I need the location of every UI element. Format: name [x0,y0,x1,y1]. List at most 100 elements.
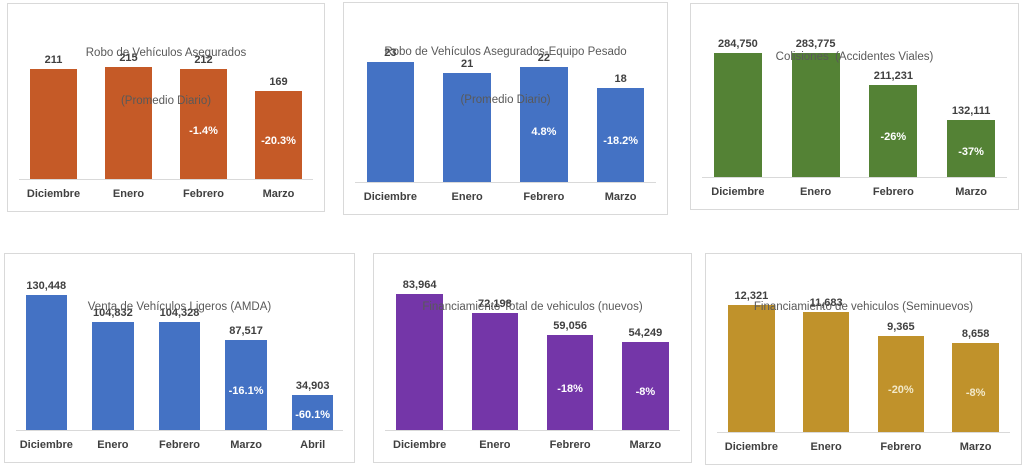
value-label: 130,448 [26,280,67,292]
category-label: Enero [800,186,832,198]
value-label: 72,198 [478,298,512,310]
bar [158,322,201,431]
category-label: Enero [97,439,129,451]
category-label: Marzo [959,441,992,453]
category-label: Diciembre [724,441,778,453]
value-label: 18 [614,73,627,85]
bar [30,69,77,180]
chart-slot: 23 Diciembre [352,47,429,209]
chart-slot: 83,964 Diciembre [382,279,457,457]
bar [396,294,443,431]
value-label: 34,903 [295,380,330,392]
category-label: Marzo [629,439,662,451]
chart-slot: 283,775 Enero [777,38,855,204]
chart-panel-robo-equipo-pesado: Robo de Vehículos Asegurados-Equipo Pesa… [343,2,668,215]
chart-slot: 54,249 -8% Marzo [608,327,683,457]
chart-slot: 130,448 Diciembre [13,280,80,457]
category-label: Diciembre [26,188,81,200]
bar [802,312,850,433]
category-label: Marzo [230,439,262,451]
bar [791,53,840,178]
chart-slot: 169 -20.3% Marzo [241,76,316,206]
bar: -18% [546,335,594,431]
value-label: 23 [384,47,397,59]
pct-label: -8% [965,387,986,400]
chart-title: Financiamiento Total de vehiculos (nuevo… [380,267,685,363]
chart-slot: 215 Enero [91,52,166,206]
chart-title-line1: Financiamiento de vehiculos (Seminuevos) [753,301,974,313]
pct-label: -37% [958,146,984,159]
chart-panel-financiamiento-seminuevos: Financiamiento de vehiculos (Seminuevos)… [705,253,1022,465]
chart-slot: 22 4.8% Febrero [506,52,583,209]
chart-slot: 72,198 Enero [457,298,532,457]
pct-label: -26% [880,131,907,144]
value-label: 54,249 [628,327,663,339]
chart-title: Financiamiento de vehiculos (Seminuevos) [712,267,1015,363]
category-label: Enero [112,188,145,200]
plot-area: 284,750 Diciembre 283,775 Enero 211,231 -26% F… [699,4,1010,204]
category-label: Febrero [872,186,914,198]
chart-slot: 34,903 -60.1% Abril [279,380,346,457]
chart-title-line1: Financiamiento Total de vehiculos (nuevo… [422,301,643,313]
bar [471,313,519,431]
value-label: 169 [269,76,288,88]
plot-area: 211 Diciembre 215 Enero 212 -1.4% Febrero 169 -2… [16,4,316,206]
chart-title-line1: Colisiones (Accidentes Viales) [775,51,934,63]
chart-title-line1: Robo de Vehículos Asegurados [85,47,247,59]
x-axis-line [16,430,343,431]
value-label: 21 [461,58,474,70]
value-label: 104,328 [159,307,200,319]
chart-title: Robo de Vehículos Asegurados (Promedio D… [14,13,318,141]
value-label: 212 [194,54,213,66]
bar: -1.4% [180,69,227,180]
bar: -8% [952,343,999,433]
pct-label: -20.3% [261,134,296,147]
category-label: Febrero [183,188,224,200]
category-label: Febrero [159,439,200,451]
bar [713,53,762,178]
value-label: 8,658 [961,328,990,340]
chart-title-line1: Robo de Vehículos Asegurados-Equipo Pesa… [384,46,627,58]
value-label: 104,832 [93,307,133,319]
bar: -37% [947,120,996,178]
category-label: Marzo [955,186,988,198]
chart-title-line2: (Promedio Diario) [460,94,551,106]
bar [728,305,775,433]
chart-slot: 9,365 -20% Febrero [864,321,939,459]
chart-slot: 212 -1.4% Febrero [166,54,241,206]
chart-panel-colisiones: Colisiones (Accidentes Viales) 284,750 Di… [690,3,1019,210]
pct-label: -18.2% [603,135,639,148]
value-label: 11,683 [809,297,843,309]
bar [443,73,491,183]
bar [92,322,134,431]
category-label: Enero [479,439,511,451]
bar: 4.8% [520,67,568,183]
category-label: Febrero [880,441,922,453]
chart-slot: 104,328 Febrero [146,307,213,457]
chart-slot: 132,111 -37% Marzo [932,105,1010,204]
chart-title: Venta de Vehículos Ligeros (AMDA) [11,267,348,363]
category-label: Enero [451,191,483,203]
bar [366,62,415,183]
plot-area: 23 Diciembre 21 Enero 22 4.8% Febrero 18 -18.2% M… [352,3,659,209]
pct-label: -20% [888,384,914,397]
bar: -26% [869,85,918,178]
category-label: Abril [300,439,326,451]
chart-slot: 284,750 Diciembre [699,38,777,204]
plot-area: 12,321 Diciembre 11,683 Enero 9,365 -20% Febre… [714,254,1013,459]
pct-label: 4.8% [531,125,557,138]
x-axis-line [716,432,1011,433]
pct-label: -1.4% [189,125,218,138]
category-label: Diciembre [711,186,765,198]
value-label: 211,231 [873,70,913,82]
chart-title-line1: Venta de Vehículos Ligeros (AMDA) [87,301,272,313]
bar: -60.1% [292,395,334,431]
plot-area: 83,964 Diciembre 72,198 Enero 59,056 -18% Febr… [382,254,683,457]
chart-title: Robo de Vehículos Asegurados-Equipo Pesa… [350,12,661,140]
chart-slot: 8,658 -8% Marzo [938,328,1013,459]
value-label: 215 [119,52,138,64]
chart-slot: 87,517 -16.1% Marzo [213,325,280,457]
bar: -8% [622,342,669,431]
pct-label: -60.1% [295,409,331,422]
bar [105,67,152,180]
